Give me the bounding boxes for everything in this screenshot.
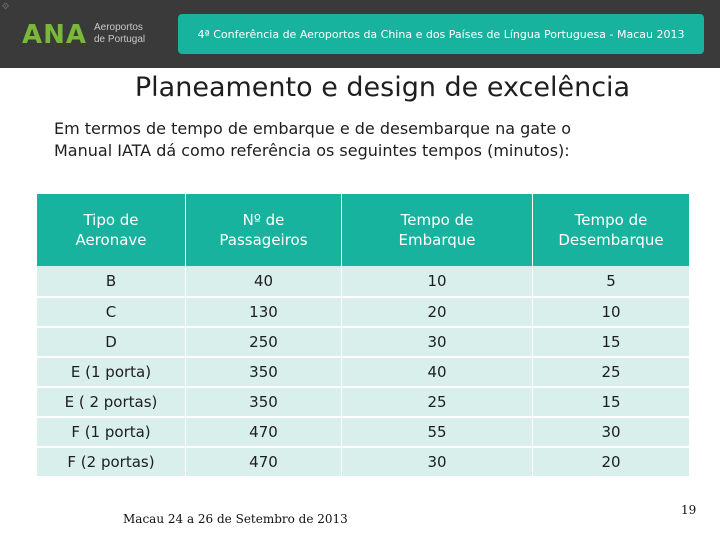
cell-boarding-time: 30 xyxy=(341,447,533,478)
header-deboarding-time-line2: Desembarque xyxy=(558,231,664,249)
table-header-row: Tipo de Aeronave Nº de Passageiros Tempo d… xyxy=(37,194,689,266)
cell-aircraft-type: B xyxy=(37,266,186,298)
cell-passengers: 470 xyxy=(185,417,342,448)
cell-boarding-time: 30 xyxy=(341,327,533,358)
logo-line-1: Aeroportos xyxy=(94,22,143,33)
logo-line-2: de Portugal xyxy=(94,34,146,45)
header-boarding-time-line1: Tempo de xyxy=(400,211,474,229)
cell-aircraft-type: E ( 2 portas) xyxy=(37,387,186,418)
header-passengers-line1: Nº de xyxy=(242,211,285,229)
table-row: F (2 portas) 470 30 20 xyxy=(37,447,689,478)
page-number: 19 xyxy=(681,503,697,517)
cell-boarding-time: 10 xyxy=(341,266,533,298)
intro-text: Em termos de tempo de embarque e de dese… xyxy=(54,118,674,162)
footer-event-dates: Macau 24 a 26 de Setembro de 2013 xyxy=(123,512,348,526)
header-passengers-line2: Passageiros xyxy=(219,231,308,249)
cell-boarding-time: 25 xyxy=(341,387,533,418)
cell-boarding-time: 55 xyxy=(341,417,533,448)
cell-deboarding-time: 15 xyxy=(532,327,689,358)
table-row: E (1 porta) 350 40 25 xyxy=(37,357,689,388)
table-row: C 130 20 10 xyxy=(37,297,689,328)
cell-aircraft-type: C xyxy=(37,297,186,328)
cell-deboarding-time: 5 xyxy=(532,266,689,298)
slide-title: Planeamento e design de excelência xyxy=(134,72,631,103)
cell-passengers: 130 xyxy=(185,297,342,328)
cell-passengers: 470 xyxy=(185,447,342,478)
cell-aircraft-type: D xyxy=(37,327,186,358)
header-aircraft-type-line1: Tipo de xyxy=(83,211,139,229)
cell-deboarding-time: 20 xyxy=(532,447,689,478)
header-passengers: Nº de Passageiros xyxy=(185,194,342,266)
header-bar: ⟐ ANA Aeroportos de Portugal 4ª Conferên… xyxy=(0,0,720,68)
table-row: D 250 30 15 xyxy=(37,327,689,358)
intro-line-1: Em termos de tempo de embarque e de dese… xyxy=(54,119,572,138)
cell-boarding-time: 40 xyxy=(341,357,533,388)
header-aircraft-type-line2: Aeronave xyxy=(75,231,147,249)
ana-logo: ANA Aeroportos de Portugal xyxy=(22,14,172,54)
cell-deboarding-time: 25 xyxy=(532,357,689,388)
logo-text: Aeroportos de Portugal xyxy=(94,22,145,46)
cell-aircraft-type: F (1 porta) xyxy=(37,417,186,448)
header-aircraft-type: Tipo de Aeronave xyxy=(37,194,186,266)
cell-aircraft-type: E (1 porta) xyxy=(37,357,186,388)
table-row: B 40 10 5 xyxy=(37,266,689,298)
banner-text: 4ª Conferência de Aeroportos da China e … xyxy=(197,27,685,41)
logo-mark: ANA xyxy=(22,20,88,50)
boarding-times-table: Tipo de Aeronave Nº de Passageiros Tempo d… xyxy=(37,194,689,478)
cell-passengers: 350 xyxy=(185,387,342,418)
conference-banner: 4ª Conferência de Aeroportos da China e … xyxy=(178,14,704,54)
cell-deboarding-time: 30 xyxy=(532,417,689,448)
cell-boarding-time: 20 xyxy=(341,297,533,328)
header-boarding-time-line2: Embarque xyxy=(398,231,476,249)
intro-line-2: Manual IATA dá como referência os seguin… xyxy=(54,141,570,160)
cell-deboarding-time: 15 xyxy=(532,387,689,418)
table-row: E ( 2 portas) 350 25 15 xyxy=(37,387,689,418)
header-deboarding-time: Tempo de Desembarque xyxy=(532,194,689,266)
cell-aircraft-type: F (2 portas) xyxy=(37,447,186,478)
cell-passengers: 40 xyxy=(185,266,342,298)
header-deboarding-time-line1: Tempo de xyxy=(574,211,648,229)
cell-passengers: 350 xyxy=(185,357,342,388)
header-boarding-time: Tempo de Embarque xyxy=(341,194,533,266)
cell-deboarding-time: 10 xyxy=(532,297,689,328)
table-row: F (1 porta) 470 55 30 xyxy=(37,417,689,448)
cell-passengers: 250 xyxy=(185,327,342,358)
corner-mark-icon: ⟐ xyxy=(2,2,10,12)
